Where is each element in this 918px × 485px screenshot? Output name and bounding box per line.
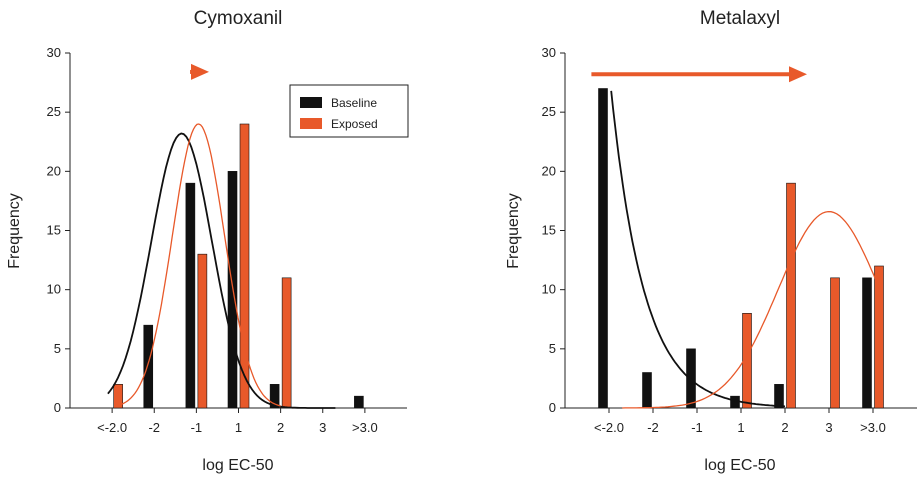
bar-baseline-2 bbox=[185, 182, 196, 409]
y-tick-label: 25 bbox=[542, 104, 556, 119]
bar-exposed-4 bbox=[786, 182, 796, 409]
x-tick-label: 2 bbox=[781, 420, 788, 435]
shift-arrow-head bbox=[789, 66, 807, 83]
curve-exposed bbox=[120, 123, 281, 407]
legend-label-baseline: Baseline bbox=[331, 96, 377, 110]
y-tick-label: 30 bbox=[47, 45, 61, 60]
x-axis-label: log EC-50 bbox=[704, 457, 775, 474]
legend: Baseline Exposed bbox=[289, 84, 409, 138]
y-tick-label: 10 bbox=[542, 282, 556, 297]
bar-baseline-6 bbox=[354, 395, 364, 409]
shift-arrow-head bbox=[191, 63, 210, 80]
x-tick-label: -1 bbox=[691, 420, 703, 435]
y-tick-label: 30 bbox=[542, 45, 556, 60]
y-tick-label: 20 bbox=[47, 163, 61, 178]
legend-swatch-baseline bbox=[300, 97, 322, 108]
bar-exposed-3 bbox=[742, 313, 752, 409]
x-tick-label: 2 bbox=[277, 420, 284, 435]
x-tick-label: >3.0 bbox=[860, 420, 886, 435]
curve-baseline bbox=[107, 132, 336, 409]
x-tick-label: 3 bbox=[825, 420, 832, 435]
bar-baseline-0 bbox=[598, 88, 608, 409]
x-tick-label: <-2.0 bbox=[97, 420, 127, 435]
legend-swatch-exposed bbox=[300, 118, 322, 129]
x-tick-label: -2 bbox=[148, 420, 160, 435]
bar-baseline-6 bbox=[862, 277, 872, 409]
bar-baseline-1 bbox=[143, 324, 154, 409]
bar-baseline-4 bbox=[269, 384, 280, 409]
chart-panel-cymoxanil: Cymoxanil Frequency log EC-50 Baseline E… bbox=[6, 8, 409, 474]
bar-baseline-1 bbox=[642, 372, 652, 409]
bar-exposed-6 bbox=[874, 265, 884, 409]
bar-exposed-4 bbox=[281, 277, 292, 409]
bar-exposed-0 bbox=[113, 384, 123, 409]
chart-panel-metalaxyl: Metalaxyl Frequency log EC-50 0 5 10 15 20 25… bbox=[505, 8, 917, 474]
x-tick-label: 1 bbox=[737, 420, 744, 435]
chart-title: Cymoxanil bbox=[194, 8, 283, 29]
x-tick-label: 3 bbox=[319, 420, 326, 435]
y-tick-label: 5 bbox=[549, 341, 556, 356]
legend-label-exposed: Exposed bbox=[331, 117, 378, 131]
y-tick-label: 15 bbox=[542, 223, 556, 238]
x-tick-label: -1 bbox=[191, 420, 203, 435]
curve-baseline bbox=[610, 90, 786, 408]
y-axis-label: Frequency bbox=[6, 193, 23, 269]
bar-exposed-3 bbox=[239, 123, 250, 409]
curve-exposed bbox=[622, 210, 881, 409]
y-tick-label: 10 bbox=[47, 282, 61, 297]
x-tick-label: 1 bbox=[235, 420, 242, 435]
y-tick-label: 25 bbox=[47, 104, 61, 119]
y-tick-label: 20 bbox=[542, 163, 556, 178]
bar-baseline-4 bbox=[774, 384, 784, 409]
chart-title: Metalaxyl bbox=[700, 8, 780, 29]
x-tick-label: <-2.0 bbox=[594, 420, 624, 435]
y-tick-label: 0 bbox=[54, 400, 61, 415]
x-tick-label: -2 bbox=[647, 420, 659, 435]
y-axis-label: Frequency bbox=[505, 193, 522, 269]
y-tick-label: 15 bbox=[47, 223, 61, 238]
bar-exposed-5 bbox=[830, 277, 840, 409]
y-tick-label: 0 bbox=[549, 400, 556, 415]
bar-baseline-2 bbox=[686, 348, 696, 409]
bar-exposed-2 bbox=[197, 253, 208, 409]
x-axis-label: log EC-50 bbox=[202, 457, 273, 474]
y-tick-label: 5 bbox=[54, 341, 61, 356]
x-tick-label: >3.0 bbox=[352, 420, 378, 435]
